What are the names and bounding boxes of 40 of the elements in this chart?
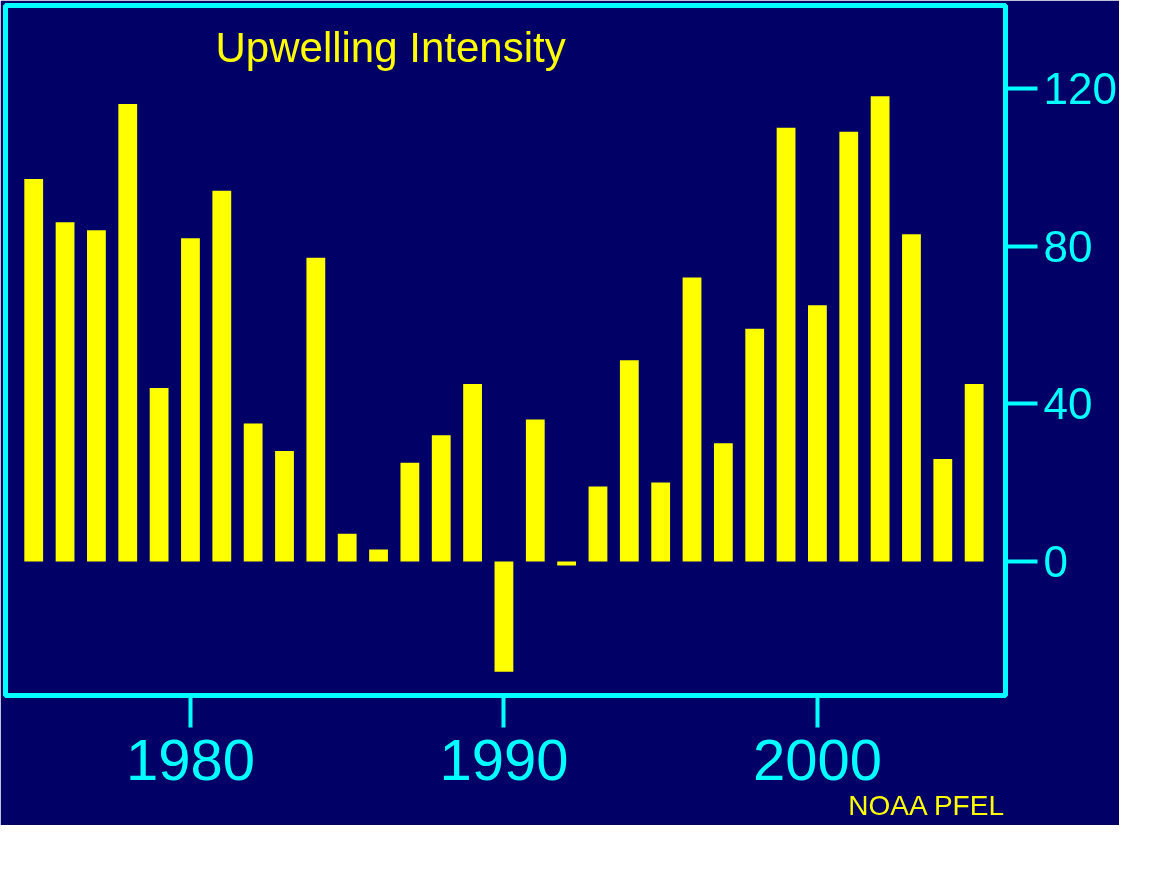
x-tick-label: 2000 bbox=[752, 726, 882, 792]
bar bbox=[431, 435, 451, 562]
bar bbox=[933, 458, 953, 562]
bar bbox=[400, 462, 420, 562]
bar bbox=[275, 451, 294, 562]
x-tick-label: 1980 bbox=[125, 726, 255, 792]
bar bbox=[24, 178, 44, 562]
bar bbox=[55, 222, 75, 562]
bar bbox=[682, 277, 702, 562]
x-tick-label: 1990 bbox=[439, 726, 569, 792]
bar bbox=[902, 234, 921, 562]
bar bbox=[306, 257, 326, 562]
bar bbox=[745, 328, 765, 562]
bar bbox=[870, 96, 890, 562]
bar bbox=[149, 387, 169, 562]
bar bbox=[651, 482, 671, 562]
bar bbox=[713, 443, 733, 562]
bar bbox=[212, 190, 232, 562]
y-tick-label: 120 bbox=[1043, 63, 1117, 113]
bar bbox=[964, 384, 984, 562]
bar bbox=[494, 561, 514, 672]
y-tick-label: 80 bbox=[1043, 221, 1093, 271]
text: NOAA PFEL bbox=[848, 789, 1004, 821]
bar bbox=[619, 360, 639, 562]
bar bbox=[87, 230, 106, 562]
bar bbox=[463, 384, 482, 562]
bar bbox=[243, 423, 263, 562]
bar bbox=[525, 419, 545, 562]
bar bbox=[181, 238, 200, 562]
bar bbox=[776, 127, 796, 562]
y-tick-label: 40 bbox=[1043, 379, 1093, 429]
bar bbox=[337, 533, 357, 562]
bar bbox=[557, 561, 577, 566]
bar bbox=[118, 104, 138, 562]
bar bbox=[808, 305, 827, 562]
bar bbox=[588, 486, 608, 562]
y-tick-label: 0 bbox=[1043, 536, 1068, 586]
chart-title: Upwelling Intensity bbox=[215, 23, 566, 71]
bar bbox=[839, 131, 859, 562]
bar bbox=[369, 549, 388, 562]
